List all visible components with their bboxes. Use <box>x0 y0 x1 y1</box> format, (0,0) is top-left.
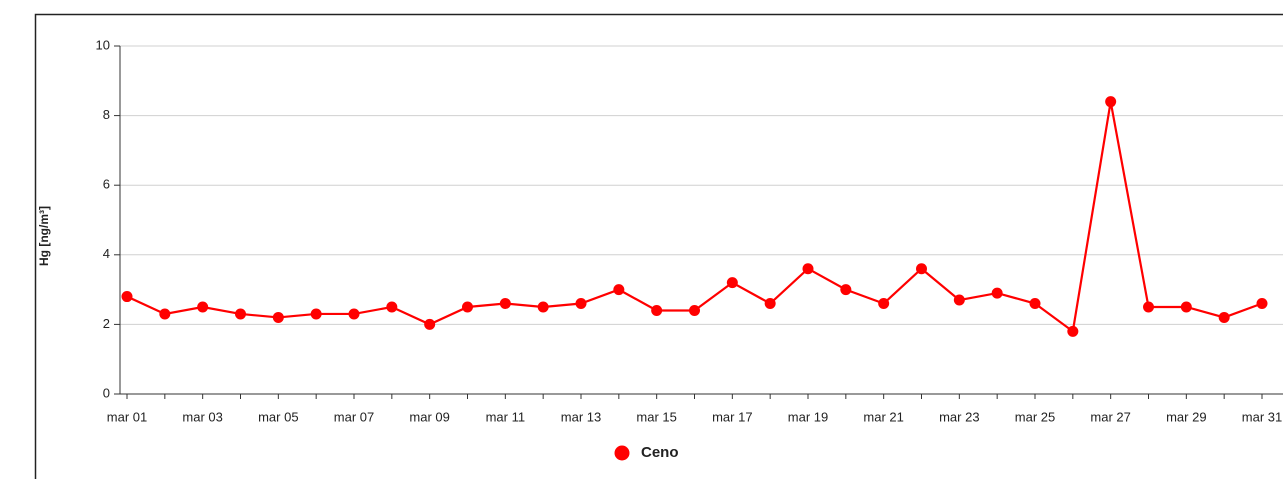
x-tick-label: mar 09 <box>409 409 449 424</box>
data-point <box>1143 301 1154 313</box>
data-point <box>575 298 587 310</box>
data-point <box>235 308 246 320</box>
data-point <box>916 263 927 275</box>
y-tick-label: 8 <box>103 107 110 122</box>
data-point <box>310 308 322 320</box>
data-point <box>878 298 890 310</box>
data-point <box>840 284 852 296</box>
x-tick-label: mar 11 <box>486 409 526 424</box>
x-tick-label: mar 05 <box>258 409 298 424</box>
x-tick-label: mar 29 <box>1166 409 1206 424</box>
x-tick-label: mar 21 <box>863 409 903 424</box>
data-point <box>121 291 133 303</box>
x-tick-label: mar 13 <box>561 409 601 424</box>
data-point <box>953 294 965 306</box>
x-tick-label: mar 03 <box>182 409 222 424</box>
data-point <box>651 304 663 316</box>
y-tick-label: 10 <box>96 37 110 52</box>
data-point <box>386 301 398 313</box>
data-point <box>1256 298 1268 310</box>
y-tick-label: 6 <box>103 177 110 192</box>
x-tick-label: mar 27 <box>1090 409 1130 424</box>
data-point <box>197 301 209 313</box>
x-tick-label: mar 17 <box>712 409 752 424</box>
data-point <box>802 263 814 275</box>
legend-label: Ceno <box>641 444 679 461</box>
x-tick-label: mar 23 <box>939 409 979 424</box>
x-tick-label: mar 07 <box>334 409 374 424</box>
data-point <box>462 301 473 313</box>
data-point <box>1218 311 1230 323</box>
data-point <box>1180 301 1192 313</box>
x-tick-label: mar 19 <box>788 409 828 424</box>
data-point <box>613 284 625 296</box>
data-point <box>499 298 511 310</box>
x-tick-label: mar 01 <box>107 409 147 424</box>
x-tick-label: mar 15 <box>636 409 676 424</box>
legend-marker <box>614 445 630 461</box>
y-tick-label: 2 <box>103 316 110 331</box>
data-point <box>689 304 700 316</box>
y-tick-label: 0 <box>103 385 110 400</box>
data-point <box>348 308 360 320</box>
data-point <box>991 287 1003 299</box>
data-point <box>424 318 436 330</box>
data-point <box>272 311 284 323</box>
data-point <box>1029 298 1041 310</box>
x-tick-label: mar 25 <box>1015 409 1055 424</box>
data-point <box>1067 325 1079 337</box>
data-point <box>764 298 776 310</box>
data-point <box>1105 96 1117 108</box>
data-point <box>726 277 738 289</box>
data-point <box>159 308 171 320</box>
chart-frame <box>34 13 1283 479</box>
y-tick-label: 4 <box>103 246 110 261</box>
x-tick-label: mar 31 <box>1242 409 1282 424</box>
data-point <box>537 301 549 313</box>
y-axis-label: Hg [ng/m³] <box>37 206 51 266</box>
